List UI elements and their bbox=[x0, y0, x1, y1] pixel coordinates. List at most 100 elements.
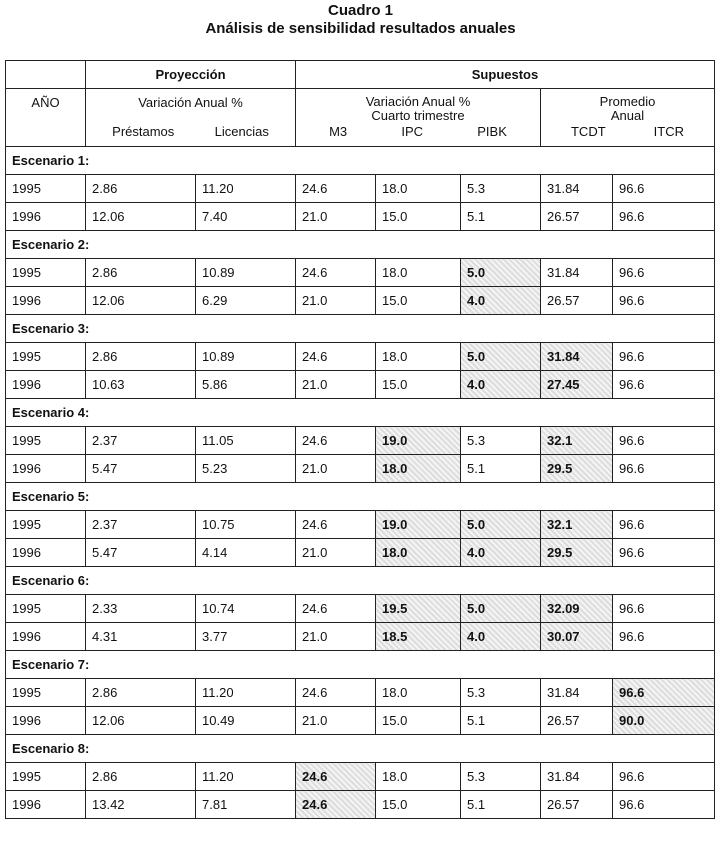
value-cell-ipc: 18.0 bbox=[375, 174, 461, 203]
value-cell-tcdt: 31.84 bbox=[540, 174, 613, 203]
year-cell: 1995 bbox=[5, 426, 86, 455]
table-row: 1995 2.37 11.05 24.6 19.0 5.3 32.1 96.6 bbox=[5, 426, 715, 455]
scenario-header-row: Escenario 2: bbox=[5, 230, 715, 259]
value-cell-préstamos: 12.06 bbox=[85, 202, 196, 231]
value-cell-ipc: 18.0 bbox=[375, 538, 461, 567]
scenario-header-row: Escenario 4: bbox=[5, 398, 715, 427]
scenario-label: Escenario 5: bbox=[5, 482, 715, 511]
value-cell-tcdt: 26.57 bbox=[540, 286, 613, 315]
value-cell-ipc: 19.5 bbox=[375, 594, 461, 623]
value-cell-ipc: 19.0 bbox=[375, 426, 461, 455]
scenario-header-row: Escenario 8: bbox=[5, 734, 715, 763]
table-row: 1996 12.06 6.29 21.0 15.0 4.0 26.57 96.6 bbox=[5, 286, 715, 315]
value-cell-licencias: 7.81 bbox=[195, 790, 296, 819]
value-cell-pibk: 5.1 bbox=[460, 202, 541, 231]
value-cell-tcdt: 26.57 bbox=[540, 790, 613, 819]
value-cell-pibk: 4.0 bbox=[460, 286, 541, 315]
value-cell-tcdt: 29.5 bbox=[540, 454, 613, 483]
col-itcr: ITCR bbox=[653, 124, 684, 139]
value-cell-préstamos: 13.42 bbox=[85, 790, 196, 819]
value-cell-licencias: 4.14 bbox=[195, 538, 296, 567]
value-cell-ipc: 18.5 bbox=[375, 622, 461, 651]
value-cell-préstamos: 2.86 bbox=[85, 762, 196, 791]
value-cell-préstamos: 2.86 bbox=[85, 174, 196, 203]
value-cell-ipc: 15.0 bbox=[375, 706, 461, 735]
title-line2: Análisis de sensibilidad resultados anua… bbox=[205, 20, 516, 37]
value-cell-ipc: 18.0 bbox=[375, 258, 461, 287]
table-row: 1996 13.42 7.81 24.6 15.0 5.1 26.57 96.6 bbox=[5, 790, 715, 819]
value-cell-itcr: 96.6 bbox=[612, 790, 715, 819]
value-cell-m3: 24.6 bbox=[295, 174, 376, 203]
year-cell: 1996 bbox=[5, 454, 86, 483]
value-cell-pibk: 4.0 bbox=[460, 370, 541, 399]
scenario-header-row: Escenario 1: bbox=[5, 146, 715, 175]
value-cell-préstamos: 2.37 bbox=[85, 510, 196, 539]
value-cell-tcdt: 32.1 bbox=[540, 510, 613, 539]
scenario-header-row: Escenario 6: bbox=[5, 566, 715, 595]
value-cell-m3: 24.6 bbox=[295, 258, 376, 287]
col-m3: M3 bbox=[329, 124, 348, 139]
value-cell-tcdt: 30.07 bbox=[540, 622, 613, 651]
value-cell-m3: 24.6 bbox=[295, 594, 376, 623]
year-cell: 1995 bbox=[5, 594, 86, 623]
value-cell-m3: 24.6 bbox=[295, 342, 376, 371]
value-cell-pibk: 5.0 bbox=[460, 342, 541, 371]
value-cell-itcr: 96.6 bbox=[612, 678, 715, 707]
scenario-label: Escenario 7: bbox=[5, 650, 715, 679]
corner-cell bbox=[5, 60, 86, 89]
promedio-label: Promedio bbox=[599, 94, 656, 109]
value-cell-licencias: 11.20 bbox=[195, 762, 296, 791]
value-cell-pibk: 5.3 bbox=[460, 678, 541, 707]
value-cell-licencias: 11.20 bbox=[195, 678, 296, 707]
value-cell-pibk: 5.3 bbox=[460, 174, 541, 203]
col-tcdt: TCDT bbox=[570, 124, 606, 139]
year-cell: 1995 bbox=[5, 510, 86, 539]
value-cell-itcr: 96.6 bbox=[612, 622, 715, 651]
value-cell-itcr: 96.6 bbox=[612, 762, 715, 791]
year-cell: 1996 bbox=[5, 538, 86, 567]
value-cell-préstamos: 2.33 bbox=[85, 594, 196, 623]
value-cell-pibk: 5.0 bbox=[460, 258, 541, 287]
header-ano: AÑO bbox=[5, 88, 86, 147]
table-row: 1996 12.06 7.40 21.0 15.0 5.1 26.57 96.6 bbox=[5, 202, 715, 231]
value-cell-itcr: 90.0 bbox=[612, 706, 715, 735]
header-proyeccion: Proyección bbox=[85, 60, 296, 89]
value-cell-préstamos: 2.86 bbox=[85, 258, 196, 287]
value-cell-m3: 21.0 bbox=[295, 622, 376, 651]
table-row: 1995 2.86 11.20 24.6 18.0 5.3 31.84 96.6 bbox=[5, 678, 715, 707]
value-cell-m3: 24.6 bbox=[295, 790, 376, 819]
value-cell-ipc: 18.0 bbox=[375, 678, 461, 707]
var-anual-label: Variación Anual % bbox=[138, 95, 243, 110]
value-cell-préstamos: 10.63 bbox=[85, 370, 196, 399]
scenario-header-row: Escenario 3: bbox=[5, 314, 715, 343]
value-cell-m3: 21.0 bbox=[295, 370, 376, 399]
value-cell-ipc: 19.0 bbox=[375, 510, 461, 539]
scenario-label: Escenario 6: bbox=[5, 566, 715, 595]
table-row: 1995 2.37 10.75 24.6 19.0 5.0 32.1 96.6 bbox=[5, 510, 715, 539]
value-cell-itcr: 96.6 bbox=[612, 202, 715, 231]
year-cell: 1995 bbox=[5, 258, 86, 287]
value-cell-tcdt: 32.09 bbox=[540, 594, 613, 623]
value-cell-itcr: 96.6 bbox=[612, 426, 715, 455]
table-row: 1996 12.06 10.49 21.0 15.0 5.1 26.57 90.0 bbox=[5, 706, 715, 735]
scenario-label: Escenario 1: bbox=[5, 146, 715, 175]
scenario-label: Escenario 3: bbox=[5, 314, 715, 343]
table-row: 1995 2.86 10.89 24.6 18.0 5.0 31.84 96.6 bbox=[5, 258, 715, 287]
col-ipc: IPC bbox=[401, 124, 424, 139]
value-cell-m3: 24.6 bbox=[295, 510, 376, 539]
year-cell: 1996 bbox=[5, 790, 86, 819]
table-row: 1996 10.63 5.86 21.0 15.0 4.0 27.45 96.6 bbox=[5, 370, 715, 399]
year-cell: 1995 bbox=[5, 678, 86, 707]
value-cell-pibk: 5.3 bbox=[460, 762, 541, 791]
sensitivity-table: Proyección Supuestos AÑO Variación Anual… bbox=[5, 60, 715, 819]
value-cell-licencias: 11.20 bbox=[195, 174, 296, 203]
value-cell-licencias: 7.40 bbox=[195, 202, 296, 231]
value-cell-pibk: 5.0 bbox=[460, 510, 541, 539]
value-cell-m3: 21.0 bbox=[295, 286, 376, 315]
value-cell-pibk: 5.0 bbox=[460, 594, 541, 623]
value-cell-ipc: 18.0 bbox=[375, 342, 461, 371]
value-cell-ipc: 15.0 bbox=[375, 286, 461, 315]
year-cell: 1996 bbox=[5, 706, 86, 735]
value-cell-m3: 21.0 bbox=[295, 454, 376, 483]
value-cell-licencias: 3.77 bbox=[195, 622, 296, 651]
